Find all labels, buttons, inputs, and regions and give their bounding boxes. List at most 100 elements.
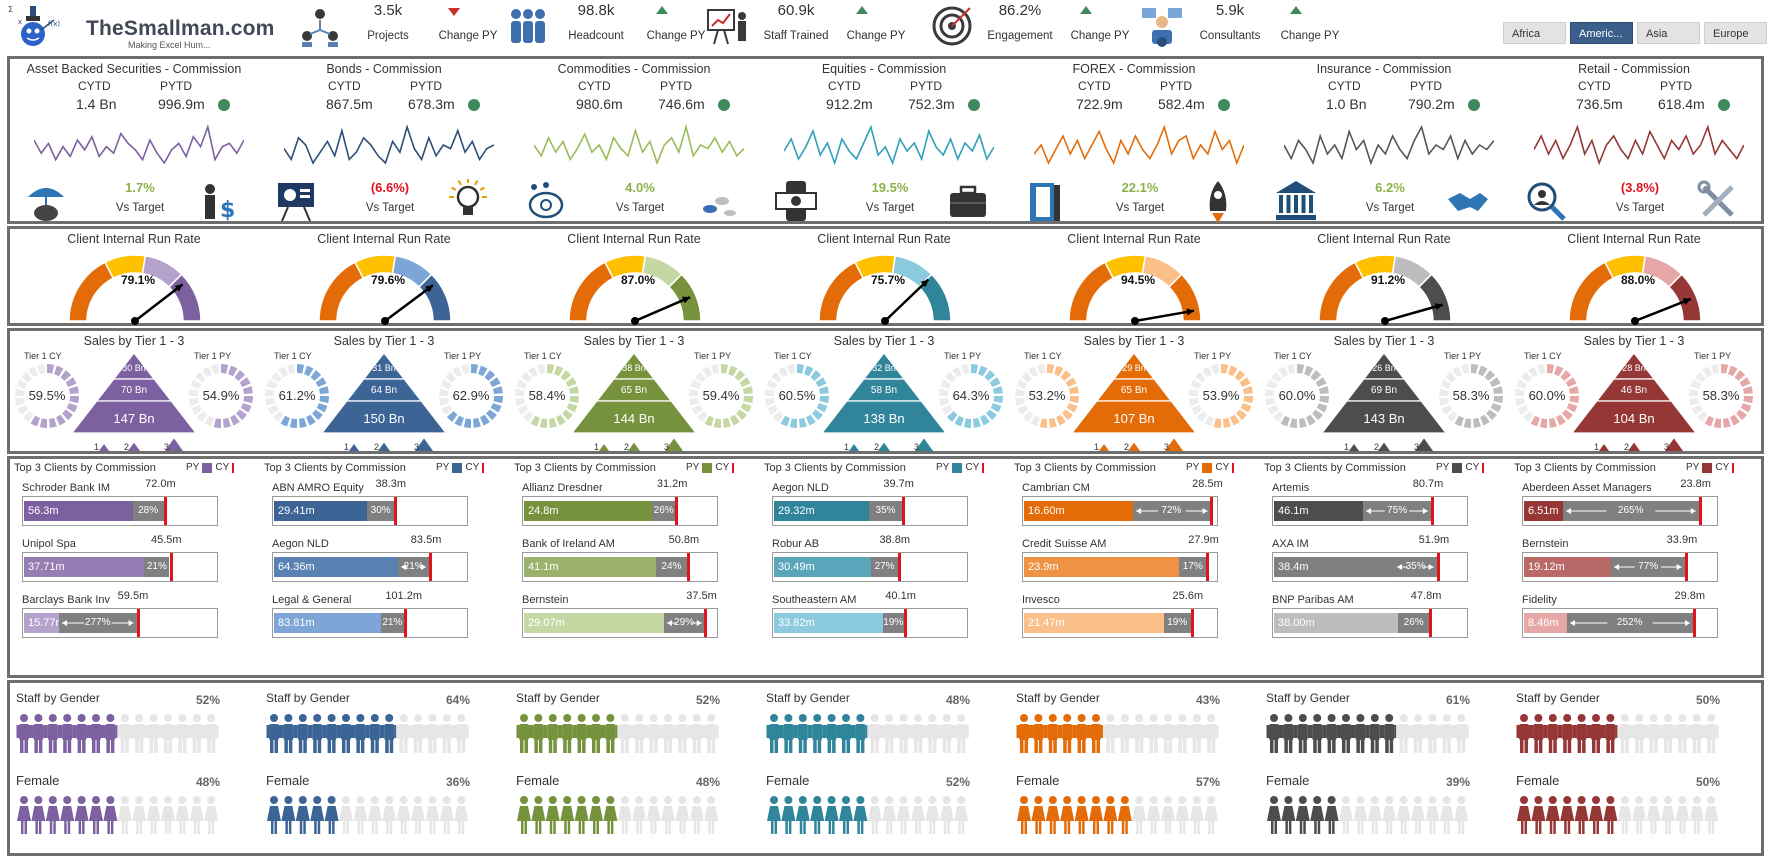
male-person-icon bbox=[1367, 714, 1383, 753]
cytd-header: CYTD bbox=[828, 79, 861, 93]
pytd-header: PYTD bbox=[1410, 79, 1443, 93]
ring-segment bbox=[522, 411, 534, 422]
kpi-change-label: Change PY bbox=[1070, 30, 1130, 42]
male-person-icon bbox=[1324, 714, 1340, 753]
ring-segment bbox=[954, 415, 964, 427]
staff-gender-card: Staff by Gender 52% Female 48% bbox=[510, 683, 758, 853]
ring-segment bbox=[739, 377, 751, 387]
male-person-icon bbox=[1189, 714, 1205, 753]
ring-segment bbox=[318, 386, 329, 394]
client-bar: 56.3m 28% bbox=[22, 496, 218, 526]
growth-arrow-icon bbox=[1569, 620, 1690, 626]
dollar-person-icon: $ bbox=[205, 184, 235, 223]
ring-segment bbox=[1287, 364, 1295, 375]
legend-cy-swatch bbox=[982, 462, 985, 473]
ring-segment bbox=[819, 396, 829, 404]
ring-segment bbox=[1202, 366, 1212, 378]
ring-segment bbox=[22, 411, 34, 422]
kpi-change-label: Change PY bbox=[1280, 30, 1340, 42]
sparkline-series bbox=[34, 124, 244, 165]
tier-mark-icon bbox=[349, 444, 359, 451]
staff-gender-title: Staff by Gender bbox=[1016, 691, 1100, 705]
ring-segment bbox=[54, 365, 64, 377]
region-button-asia[interactable]: Asia bbox=[1637, 22, 1700, 44]
vs-target-label: Vs Target bbox=[1615, 202, 1665, 214]
gauge-needle-tip bbox=[174, 284, 183, 292]
client-py-bar bbox=[1024, 613, 1164, 633]
logo[interactable]: Σ x f(x) TheSmallman.com Making Excel Hu… bbox=[6, 2, 274, 50]
client-name: Aegon NLD bbox=[772, 482, 829, 494]
ring-segment bbox=[810, 370, 822, 381]
ring-segment bbox=[454, 415, 464, 427]
commission-title: Bonds - Commission bbox=[326, 62, 442, 76]
female-person-icon bbox=[1310, 796, 1325, 834]
legend-py-label: PY bbox=[1436, 462, 1450, 473]
client-name: Fidelity bbox=[1522, 594, 1557, 606]
male-person-icon bbox=[924, 714, 940, 753]
tier-mark-icon bbox=[878, 442, 890, 451]
tier-mark-icon bbox=[128, 442, 140, 451]
tier-value-2: 64 Bn bbox=[371, 385, 397, 396]
legend-cy-label: CY bbox=[1715, 462, 1730, 473]
client-cy-value: 23.8m bbox=[1680, 478, 1711, 490]
ring-segment bbox=[1517, 405, 1529, 415]
commission-title: Equities - Commission bbox=[821, 62, 947, 76]
client-cy-value: 83.5m bbox=[410, 534, 442, 546]
tier-py-label: Tier 1 PY bbox=[1444, 351, 1482, 361]
ring-segment bbox=[569, 396, 579, 404]
ring-segment bbox=[1446, 411, 1458, 422]
tier-mark-icon bbox=[415, 438, 433, 451]
ring-segment bbox=[539, 418, 547, 428]
female-person-icon bbox=[1675, 796, 1690, 834]
region-slicer: Africa Americ... Asia Europe bbox=[1503, 22, 1767, 44]
legend-py-label: PY bbox=[436, 462, 450, 473]
tier-cy-label: Tier 1 CY bbox=[774, 351, 812, 361]
top-clients-card: Top 3 Clients by Commission PY CY Aegon NLD… bbox=[760, 459, 1008, 675]
kpi-value: 98.8k bbox=[577, 2, 615, 19]
team-icon bbox=[511, 9, 545, 43]
ring-segment bbox=[1445, 371, 1456, 383]
staff-gender-card: Staff by Gender 43% Female 57% bbox=[1010, 683, 1258, 853]
gauge-band-1 bbox=[68, 261, 115, 322]
ring-segment bbox=[1049, 417, 1057, 428]
cytd-value: 912.2m bbox=[826, 96, 873, 112]
client-growth-pct: 77% bbox=[1638, 561, 1659, 572]
tier-py-value: 64.3% bbox=[952, 388, 990, 403]
male-person-icon bbox=[1381, 714, 1397, 753]
tier-sales-card: Sales by Tier 1 - 3 Tier 1 CY Tier 1 PY 58.… bbox=[510, 331, 758, 452]
female-pictogram bbox=[17, 796, 219, 834]
female-person-icon bbox=[1646, 796, 1661, 834]
female-person-icon bbox=[675, 796, 690, 834]
gauge-value: 91.2% bbox=[1370, 273, 1406, 287]
male-person-icon bbox=[1530, 714, 1546, 753]
male-person-icon bbox=[1266, 714, 1282, 753]
tier-py-ring bbox=[939, 364, 1003, 428]
vs-target-pct: 6.2% bbox=[1375, 180, 1405, 195]
ring-segment bbox=[304, 365, 314, 377]
tier-mark-label: 1 bbox=[844, 442, 849, 452]
client-growth-bar bbox=[58, 613, 137, 633]
region-button-americ[interactable]: Americ... bbox=[1570, 22, 1633, 44]
ring-segment bbox=[1486, 409, 1497, 421]
client-py-bar bbox=[24, 557, 145, 577]
male-person-icon bbox=[617, 714, 633, 753]
ring-segment bbox=[973, 417, 981, 428]
tier-py-value: 58.3% bbox=[1702, 388, 1740, 403]
tier-mark-label: 2 bbox=[624, 442, 629, 452]
kpi-projects: 3.5k Projects Change PY bbox=[298, 0, 528, 52]
region-button-africa[interactable]: Africa bbox=[1503, 22, 1566, 44]
tier-mark-icon bbox=[849, 444, 859, 451]
ring-segment bbox=[1318, 386, 1329, 394]
client-cy-value: 51.9m bbox=[1418, 534, 1450, 546]
region-button-europe[interactable]: Europe bbox=[1704, 22, 1767, 44]
kpi-label: Projects bbox=[367, 30, 409, 42]
gauge-band-1 bbox=[1068, 261, 1115, 322]
ring-segment bbox=[1016, 379, 1028, 389]
tier-pyramid: 32 Bn 58 Bn 138 Bn 1 2 3 bbox=[822, 352, 946, 452]
ring-segment bbox=[1236, 409, 1247, 421]
top-clients-legend: PY CY bbox=[1686, 462, 1735, 473]
male-pictogram bbox=[1516, 714, 1719, 753]
client-growth-pct: 19% bbox=[883, 617, 904, 628]
tier-mark-label: 1 bbox=[1594, 442, 1599, 452]
ring-segment bbox=[1711, 364, 1719, 375]
